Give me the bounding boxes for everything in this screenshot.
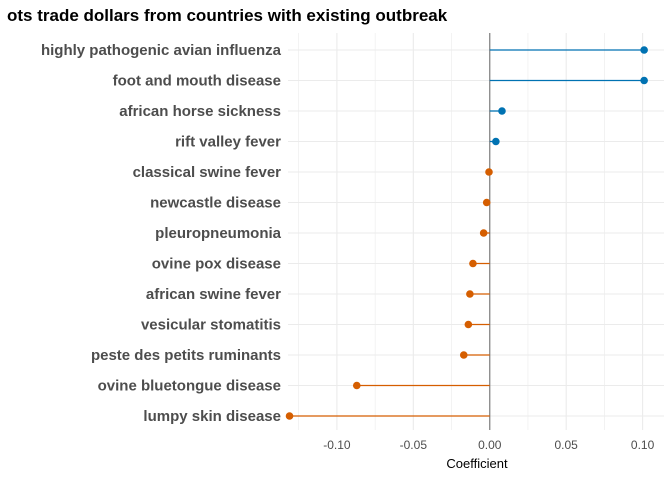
lollipop-point <box>469 259 477 268</box>
category-label: african swine fever <box>146 286 281 303</box>
lollipop-point <box>640 46 648 54</box>
lollipop-point <box>352 381 361 390</box>
x-tick-label: 0.00 <box>478 438 502 452</box>
x-tick-label: 0.05 <box>554 438 578 452</box>
category-label: foot and mouth disease <box>113 73 281 90</box>
category-label: rift valley fever <box>175 134 281 151</box>
marks-layer <box>285 33 648 430</box>
grid-layer <box>288 33 664 430</box>
lollipop-point <box>464 320 473 329</box>
category-label: lumpy skin disease <box>143 408 281 425</box>
lollipop-point <box>492 137 500 146</box>
lollipop-point <box>498 107 506 115</box>
category-label: vesicular stomatitis <box>141 317 281 334</box>
chart-title: ots trade dollars from countries with ex… <box>7 6 448 25</box>
category-label: ovine pox disease <box>152 256 281 273</box>
lollipop-point <box>466 290 474 298</box>
lollipop-point <box>482 198 491 207</box>
x-axis-title: Coefficient <box>446 456 508 471</box>
lollipop-point <box>459 351 468 359</box>
lollipop-point <box>485 168 493 176</box>
x-tick-label: -0.10 <box>323 438 351 452</box>
category-label: african horse sickness <box>119 103 281 120</box>
category-label: peste des petits ruminants <box>91 347 281 364</box>
category-label: highly pathogenic avian influenza <box>41 42 282 59</box>
category-label: pleuropneumonia <box>155 225 281 242</box>
category-label: ovine bluetongue disease <box>98 378 281 395</box>
category-label: newcastle disease <box>150 195 281 212</box>
lollipop-point <box>640 76 648 85</box>
lollipop-point <box>285 412 294 420</box>
labels-layer: -0.10 -0.05 0.00 0.05 0.10 highly pathogenic … <box>41 42 655 452</box>
lollipop-point <box>479 229 488 237</box>
x-tick-label: -0.05 <box>400 438 428 452</box>
category-label: classical swine fever <box>133 164 282 181</box>
x-tick-label: 0.10 <box>631 438 655 452</box>
